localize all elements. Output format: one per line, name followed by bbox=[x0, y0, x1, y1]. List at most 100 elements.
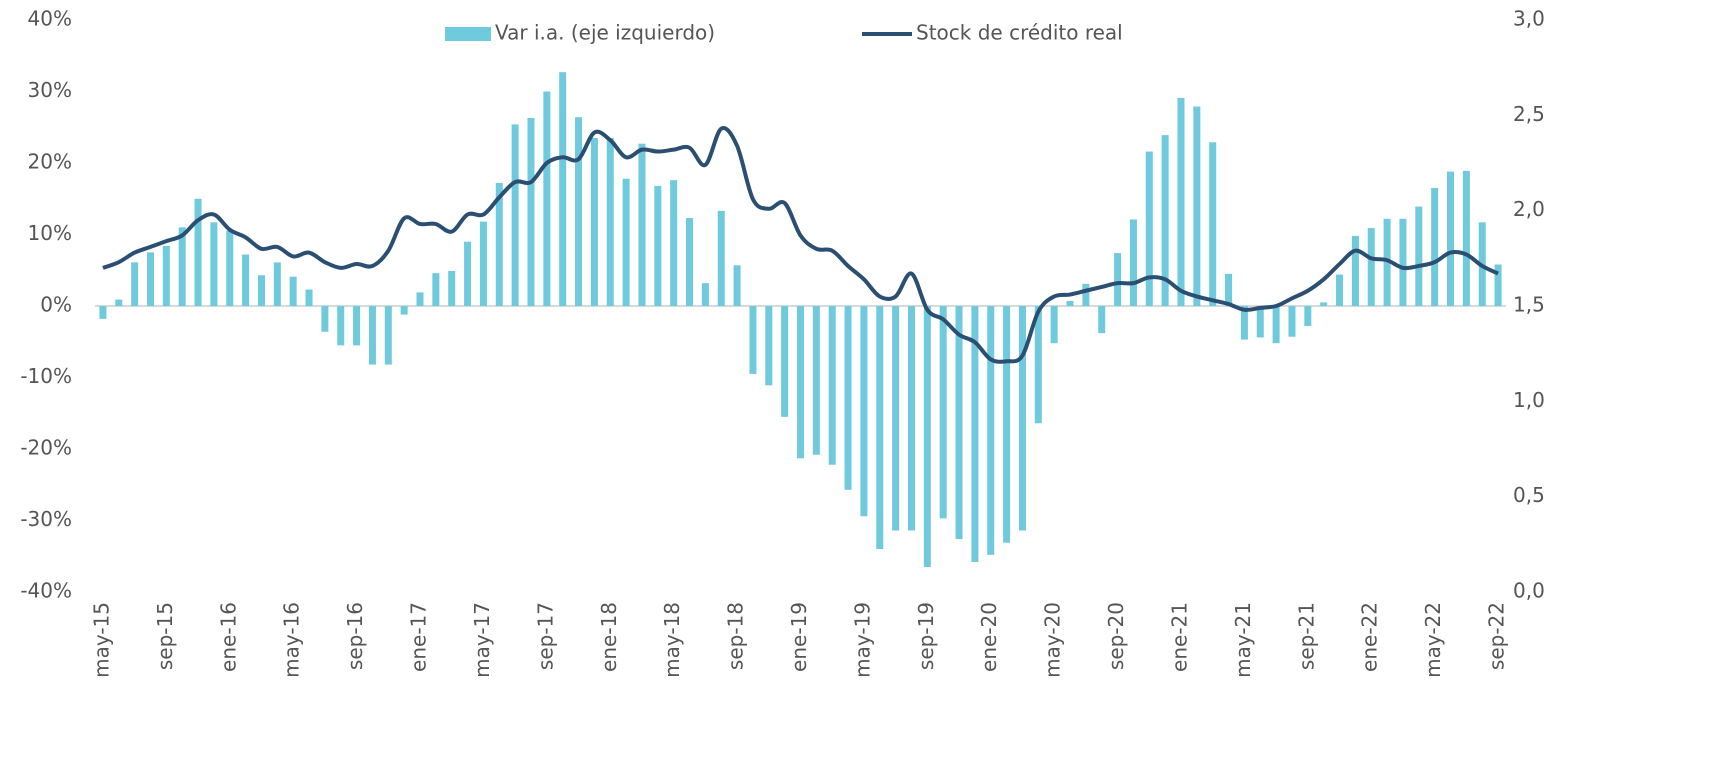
bar bbox=[527, 117, 535, 306]
bar bbox=[590, 137, 598, 306]
bar bbox=[384, 306, 392, 365]
bar bbox=[115, 299, 123, 306]
bar bbox=[781, 306, 789, 417]
legend-label: Var i.a. (eje izquierdo) bbox=[495, 21, 715, 45]
line bbox=[102, 126, 1499, 364]
bar bbox=[670, 180, 678, 306]
x-tick-label: may-19 bbox=[850, 602, 874, 678]
y2-tick-label: 0,5 bbox=[1513, 483, 1545, 507]
bar bbox=[178, 227, 186, 306]
x-tick-label: may-18 bbox=[660, 602, 684, 678]
y-tick-label: 0% bbox=[40, 293, 72, 317]
y-tick-label: 20% bbox=[28, 150, 72, 174]
bar bbox=[575, 117, 583, 307]
y2-tick-label: 2,5 bbox=[1513, 102, 1545, 126]
bar bbox=[892, 306, 900, 531]
x-tick-label: may-21 bbox=[1231, 602, 1255, 678]
x-tick-label: ene-16 bbox=[216, 602, 240, 672]
y-tick-label: -20% bbox=[20, 436, 72, 460]
bar bbox=[242, 254, 250, 306]
y2-tick-label: 3,0 bbox=[1513, 7, 1545, 31]
bar bbox=[257, 275, 265, 306]
bar bbox=[1399, 218, 1407, 306]
bar bbox=[1320, 302, 1328, 306]
bar bbox=[131, 262, 139, 306]
x-tick-label: may-17 bbox=[470, 602, 494, 678]
bar bbox=[321, 306, 329, 332]
bar bbox=[1256, 306, 1264, 338]
bar bbox=[559, 72, 567, 306]
bar bbox=[432, 273, 440, 306]
bar bbox=[1351, 235, 1359, 306]
bar bbox=[511, 124, 519, 306]
bar bbox=[765, 306, 773, 386]
x-tick-label: sep-21 bbox=[1294, 602, 1318, 670]
bar bbox=[733, 265, 741, 306]
bar bbox=[337, 306, 345, 346]
bar bbox=[828, 306, 836, 465]
bar bbox=[1431, 188, 1439, 306]
x-tick-label: sep-17 bbox=[533, 602, 557, 670]
y-tick-label: 40% bbox=[28, 7, 72, 31]
bar bbox=[1003, 306, 1011, 543]
bar bbox=[1367, 228, 1375, 306]
bar bbox=[194, 198, 202, 306]
bar bbox=[987, 306, 995, 555]
bar bbox=[1193, 106, 1201, 306]
bar bbox=[812, 306, 820, 455]
bar bbox=[448, 270, 456, 306]
bar bbox=[416, 292, 424, 306]
bar bbox=[606, 137, 614, 306]
bar bbox=[543, 91, 551, 306]
bar bbox=[1240, 306, 1248, 340]
bar bbox=[464, 241, 472, 306]
bar bbox=[654, 185, 662, 306]
y-tick-label: -10% bbox=[20, 364, 72, 388]
x-tick-label: may-22 bbox=[1421, 602, 1445, 678]
x-tick-label: sep-20 bbox=[1104, 602, 1128, 670]
x-tick-label: may-15 bbox=[89, 602, 113, 678]
x-tick-label: may-20 bbox=[1041, 602, 1065, 678]
bar bbox=[1114, 253, 1122, 306]
bar bbox=[1050, 306, 1058, 344]
bar bbox=[971, 306, 979, 562]
y2-tick-label: 1,0 bbox=[1513, 388, 1545, 412]
bar bbox=[162, 245, 170, 306]
x-tick-label: sep-22 bbox=[1485, 602, 1509, 670]
bar bbox=[210, 222, 218, 306]
x-tick-label: sep-19 bbox=[914, 602, 938, 670]
bar bbox=[1225, 273, 1233, 306]
y-tick-label: -40% bbox=[20, 579, 72, 603]
bar bbox=[99, 306, 107, 319]
x-tick-label: ene-17 bbox=[407, 602, 431, 672]
x-tick-label: ene-19 bbox=[787, 602, 811, 672]
x-tick-label: sep-18 bbox=[724, 602, 748, 670]
bar bbox=[146, 252, 154, 306]
bar bbox=[1494, 264, 1502, 306]
x-tick-label: ene-20 bbox=[977, 602, 1001, 672]
bar bbox=[1066, 300, 1074, 306]
y2-tick-label: 2,0 bbox=[1513, 197, 1545, 221]
y2-tick-label: 0,0 bbox=[1513, 579, 1545, 603]
bar bbox=[701, 283, 709, 306]
bar bbox=[400, 306, 408, 315]
y-tick-label: -30% bbox=[20, 507, 72, 531]
bar bbox=[479, 221, 487, 306]
bar bbox=[353, 306, 361, 346]
bar bbox=[1336, 274, 1344, 306]
bar bbox=[939, 306, 947, 519]
x-tick-label: may-16 bbox=[280, 602, 304, 678]
bar bbox=[273, 262, 281, 306]
bar bbox=[907, 306, 915, 531]
x-tick-label: ene-22 bbox=[1358, 602, 1382, 672]
bar bbox=[1383, 218, 1391, 306]
bar bbox=[1145, 151, 1153, 306]
bar bbox=[1129, 219, 1137, 306]
bar bbox=[923, 306, 931, 567]
bar bbox=[1462, 170, 1470, 306]
bar bbox=[686, 218, 694, 306]
bar bbox=[1018, 306, 1026, 531]
bar bbox=[1161, 135, 1169, 306]
bar bbox=[1098, 306, 1106, 334]
bar bbox=[368, 306, 376, 365]
